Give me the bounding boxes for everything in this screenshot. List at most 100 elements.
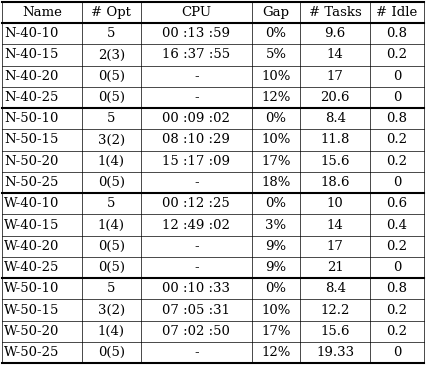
Text: W-50-10: W-50-10	[4, 282, 60, 295]
Text: 07 :05 :31: 07 :05 :31	[162, 304, 230, 316]
Text: 0.8: 0.8	[386, 282, 407, 295]
Text: N-40-20: N-40-20	[4, 70, 59, 83]
Text: 5: 5	[107, 197, 115, 210]
Text: 2(3): 2(3)	[98, 49, 125, 61]
Text: 15 :17 :09: 15 :17 :09	[162, 155, 230, 168]
Text: 10%: 10%	[261, 70, 291, 83]
Text: 1(4): 1(4)	[98, 325, 125, 338]
Text: 0.2: 0.2	[386, 134, 407, 146]
Text: 0(5): 0(5)	[98, 261, 125, 274]
Text: 5: 5	[107, 282, 115, 295]
Text: 0: 0	[393, 176, 401, 189]
Text: # Opt: # Opt	[92, 6, 131, 19]
Text: CPU: CPU	[181, 6, 211, 19]
Text: # Tasks: # Tasks	[309, 6, 362, 19]
Text: N-40-10: N-40-10	[4, 27, 59, 40]
Text: 10: 10	[327, 197, 343, 210]
Text: -: -	[194, 346, 199, 359]
Text: 8.4: 8.4	[325, 112, 345, 125]
Text: 0: 0	[393, 91, 401, 104]
Text: 00 :09 :02: 00 :09 :02	[162, 112, 230, 125]
Text: W-50-20: W-50-20	[4, 325, 60, 338]
Text: 17%: 17%	[261, 155, 291, 168]
Text: 0.4: 0.4	[386, 219, 407, 231]
Text: 19.33: 19.33	[316, 346, 354, 359]
Text: 1(4): 1(4)	[98, 219, 125, 231]
Text: 0(5): 0(5)	[98, 176, 125, 189]
Text: 00 :12 :25: 00 :12 :25	[162, 197, 230, 210]
Text: 9%: 9%	[265, 240, 287, 253]
Text: 0.8: 0.8	[386, 112, 407, 125]
Text: 14: 14	[327, 219, 343, 231]
Text: 14: 14	[327, 49, 343, 61]
Text: # Idle: # Idle	[376, 6, 417, 19]
Text: 20.6: 20.6	[320, 91, 350, 104]
Text: 3(2): 3(2)	[98, 304, 125, 316]
Text: 0: 0	[393, 261, 401, 274]
Text: W-40-25: W-40-25	[4, 261, 60, 274]
Text: -: -	[194, 176, 199, 189]
Text: 8.4: 8.4	[325, 282, 345, 295]
Text: 3(2): 3(2)	[98, 134, 125, 146]
Text: 17%: 17%	[261, 325, 291, 338]
Text: Name: Name	[22, 6, 62, 19]
Text: 12.2: 12.2	[320, 304, 350, 316]
Text: 08 :10 :29: 08 :10 :29	[162, 134, 230, 146]
Text: 18%: 18%	[261, 176, 291, 189]
Text: 12%: 12%	[261, 346, 291, 359]
Text: 12 :49 :02: 12 :49 :02	[162, 219, 230, 231]
Text: N-50-10: N-50-10	[4, 112, 59, 125]
Text: -: -	[194, 240, 199, 253]
Text: 0.2: 0.2	[386, 325, 407, 338]
Text: 0%: 0%	[265, 27, 287, 40]
Text: 00 :10 :33: 00 :10 :33	[162, 282, 230, 295]
Text: 0.8: 0.8	[386, 27, 407, 40]
Text: 1(4): 1(4)	[98, 155, 125, 168]
Text: 12%: 12%	[261, 91, 291, 104]
Text: 0(5): 0(5)	[98, 91, 125, 104]
Text: -: -	[194, 70, 199, 83]
Text: 0(5): 0(5)	[98, 70, 125, 83]
Text: 0.2: 0.2	[386, 155, 407, 168]
Text: 5: 5	[107, 27, 115, 40]
Text: 0: 0	[393, 70, 401, 83]
Text: Gap: Gap	[262, 6, 290, 19]
Text: W-40-10: W-40-10	[4, 197, 60, 210]
Text: 0%: 0%	[265, 197, 287, 210]
Text: 0.2: 0.2	[386, 304, 407, 316]
Text: 0.6: 0.6	[386, 197, 407, 210]
Text: 17: 17	[327, 240, 344, 253]
Text: N-40-15: N-40-15	[4, 49, 59, 61]
Text: 5: 5	[107, 112, 115, 125]
Text: 07 :02 :50: 07 :02 :50	[162, 325, 230, 338]
Text: 17: 17	[327, 70, 344, 83]
Text: W-40-15: W-40-15	[4, 219, 60, 231]
Text: 16 :37 :55: 16 :37 :55	[162, 49, 230, 61]
Text: 9%: 9%	[265, 261, 287, 274]
Text: N-50-15: N-50-15	[4, 134, 59, 146]
Text: 15.6: 15.6	[320, 155, 350, 168]
Text: 10%: 10%	[261, 134, 291, 146]
Text: 0%: 0%	[265, 282, 287, 295]
Text: 10%: 10%	[261, 304, 291, 316]
Text: N-50-20: N-50-20	[4, 155, 59, 168]
Text: W-40-20: W-40-20	[4, 240, 60, 253]
Text: 0.2: 0.2	[386, 240, 407, 253]
Text: W-50-25: W-50-25	[4, 346, 60, 359]
Text: 0: 0	[393, 346, 401, 359]
Text: 0%: 0%	[265, 112, 287, 125]
Text: 11.8: 11.8	[320, 134, 350, 146]
Text: 00 :13 :59: 00 :13 :59	[162, 27, 230, 40]
Text: 0(5): 0(5)	[98, 240, 125, 253]
Text: 18.6: 18.6	[320, 176, 350, 189]
Text: -: -	[194, 91, 199, 104]
Text: 0.2: 0.2	[386, 49, 407, 61]
Text: -: -	[194, 261, 199, 274]
Text: 9.6: 9.6	[325, 27, 346, 40]
Text: 0(5): 0(5)	[98, 346, 125, 359]
Text: N-40-25: N-40-25	[4, 91, 59, 104]
Text: N-50-25: N-50-25	[4, 176, 59, 189]
Text: 3%: 3%	[265, 219, 287, 231]
Text: 15.6: 15.6	[320, 325, 350, 338]
Text: W-50-15: W-50-15	[4, 304, 60, 316]
